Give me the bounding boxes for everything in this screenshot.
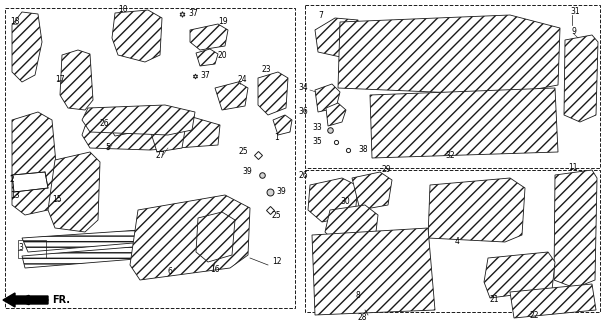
Polygon shape xyxy=(22,246,148,268)
Text: 32: 32 xyxy=(445,150,455,159)
Polygon shape xyxy=(484,252,555,298)
Text: 16: 16 xyxy=(210,266,219,275)
Polygon shape xyxy=(150,124,185,152)
Text: 19: 19 xyxy=(218,18,227,27)
Polygon shape xyxy=(370,88,558,158)
Polygon shape xyxy=(554,170,597,288)
Text: 37: 37 xyxy=(200,71,210,81)
Text: 29: 29 xyxy=(382,165,392,174)
Text: 9: 9 xyxy=(572,28,577,36)
Text: 2: 2 xyxy=(10,175,15,185)
Bar xyxy=(5,8,295,308)
Text: 4: 4 xyxy=(455,237,460,246)
Text: 20: 20 xyxy=(218,52,227,60)
Text: 17: 17 xyxy=(55,76,64,84)
Polygon shape xyxy=(258,72,288,115)
Polygon shape xyxy=(12,12,42,82)
Polygon shape xyxy=(108,118,138,136)
Polygon shape xyxy=(308,178,358,222)
Polygon shape xyxy=(325,205,378,245)
Text: 3: 3 xyxy=(18,244,23,252)
Polygon shape xyxy=(326,103,346,126)
Text: 37: 37 xyxy=(188,10,198,19)
Text: 22: 22 xyxy=(530,310,539,319)
Bar xyxy=(18,240,46,258)
Polygon shape xyxy=(315,18,360,58)
Polygon shape xyxy=(273,115,292,135)
Text: 13: 13 xyxy=(10,190,19,199)
FancyArrow shape xyxy=(3,293,48,307)
Bar xyxy=(305,170,600,312)
Text: 21: 21 xyxy=(490,295,500,305)
Polygon shape xyxy=(82,105,195,135)
Text: 7: 7 xyxy=(318,11,323,20)
Polygon shape xyxy=(315,84,340,112)
Text: 27: 27 xyxy=(155,150,165,159)
Text: 6: 6 xyxy=(168,268,173,276)
Polygon shape xyxy=(352,172,392,210)
Text: 1: 1 xyxy=(274,133,278,142)
Text: 10: 10 xyxy=(118,5,128,14)
Text: 8: 8 xyxy=(355,291,360,300)
Polygon shape xyxy=(112,10,162,62)
Polygon shape xyxy=(338,15,560,95)
Polygon shape xyxy=(564,35,598,122)
Polygon shape xyxy=(312,228,435,315)
Text: 28: 28 xyxy=(358,314,367,320)
Text: 26: 26 xyxy=(100,119,109,129)
Text: FR.: FR. xyxy=(52,295,70,305)
Text: 26: 26 xyxy=(299,171,308,180)
Polygon shape xyxy=(510,284,596,318)
Text: 5: 5 xyxy=(105,143,110,153)
Polygon shape xyxy=(215,82,248,110)
Polygon shape xyxy=(428,178,525,242)
Polygon shape xyxy=(130,195,250,280)
Polygon shape xyxy=(22,230,145,252)
Text: 25: 25 xyxy=(272,211,282,220)
Text: 23: 23 xyxy=(262,66,272,75)
Text: 34: 34 xyxy=(299,84,308,92)
Polygon shape xyxy=(48,152,100,232)
Polygon shape xyxy=(82,108,220,150)
Text: 35: 35 xyxy=(313,138,322,147)
Text: 38: 38 xyxy=(358,146,368,155)
Text: 12: 12 xyxy=(272,258,282,267)
Bar xyxy=(305,5,600,168)
Text: 36: 36 xyxy=(299,108,308,116)
Text: 33: 33 xyxy=(313,124,322,132)
Text: 15: 15 xyxy=(52,196,61,204)
Text: 39: 39 xyxy=(276,188,286,196)
Polygon shape xyxy=(196,212,235,262)
Polygon shape xyxy=(12,172,48,192)
Text: 24: 24 xyxy=(238,76,247,84)
Text: 39: 39 xyxy=(242,167,252,177)
Text: 30: 30 xyxy=(340,197,350,206)
Text: 11: 11 xyxy=(568,164,578,172)
Polygon shape xyxy=(196,49,218,66)
Polygon shape xyxy=(12,112,58,215)
Text: 18: 18 xyxy=(10,18,19,27)
Polygon shape xyxy=(190,24,228,50)
Polygon shape xyxy=(60,50,93,110)
Text: 31: 31 xyxy=(570,7,579,17)
Text: 25: 25 xyxy=(238,148,248,156)
